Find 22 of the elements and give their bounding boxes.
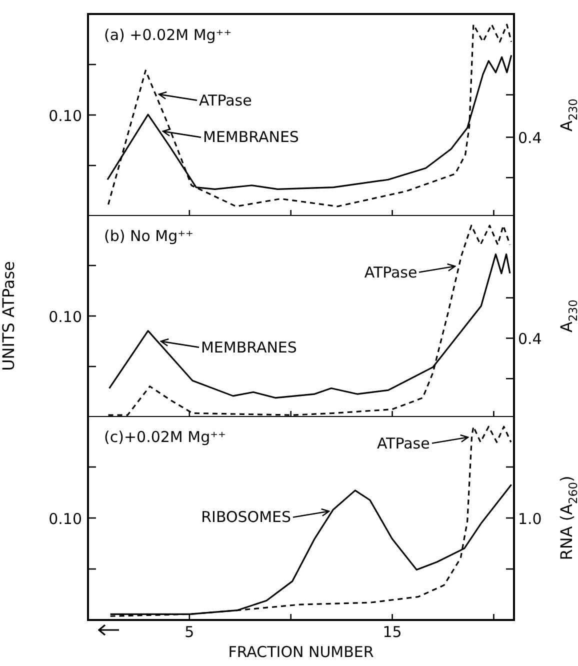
- text: 0.10: [48, 510, 82, 528]
- y2-axis-title: A230: [557, 98, 578, 132]
- annotation: MEMBRANES: [203, 128, 299, 146]
- annotation: MEMBRANES: [200, 338, 297, 356]
- y2-axis-title: A230: [557, 300, 578, 332]
- text: 1.0: [518, 510, 542, 528]
- text: 0.4: [518, 129, 542, 148]
- annotation: ATPase: [364, 264, 418, 282]
- text: 0.4: [518, 330, 542, 348]
- x-tick-label: 15: [382, 622, 402, 641]
- annotation: ATPase: [198, 91, 252, 110]
- annotation: ATPase: [376, 434, 430, 452]
- text: 0.10: [48, 107, 82, 125]
- y2-axis-title: RNA (A260): [557, 476, 578, 560]
- x-axis-title: FRACTION NUMBER: [228, 642, 374, 661]
- chart-title: (a) +0.02M Mg⁺⁺: [104, 26, 232, 44]
- y-axis-title: UNITS ATPase: [0, 261, 18, 371]
- annotation: RIBOSOMES: [201, 508, 292, 526]
- chart-title: (c)+0.02M Mg⁺⁺: [104, 428, 226, 446]
- text: 0.10: [48, 308, 82, 326]
- x-tick-label: 5: [184, 622, 194, 641]
- chart-title: (b) No Mg⁺⁺: [104, 227, 194, 245]
